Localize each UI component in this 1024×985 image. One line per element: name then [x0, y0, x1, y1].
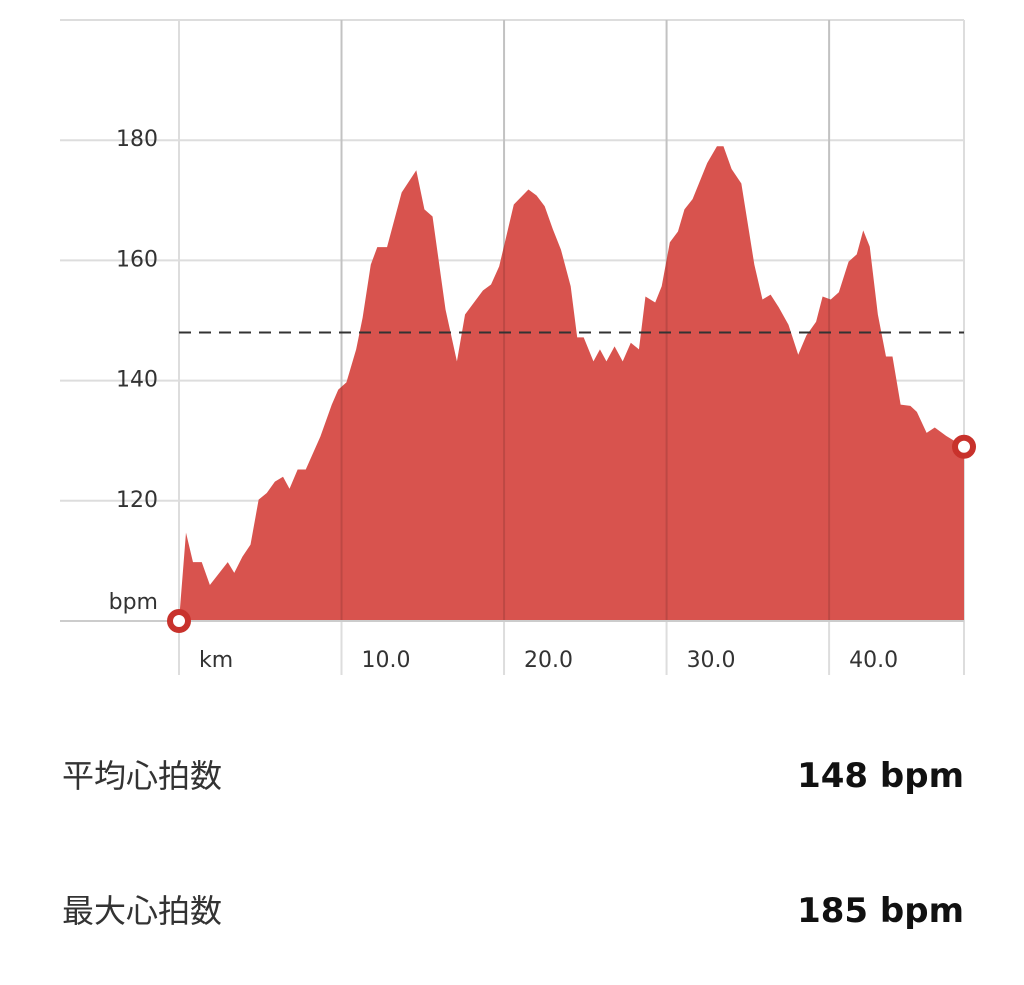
x-tick-label: 20.0: [524, 648, 573, 673]
x-tick-label: km: [199, 648, 233, 673]
x-tick-label: 30.0: [687, 648, 736, 673]
y-tick-label: 120: [116, 488, 158, 513]
stat-label: 最大心拍数: [62, 892, 222, 930]
end-marker: [952, 434, 976, 459]
x-tick-label: 40.0: [849, 648, 898, 673]
x-tick-label: 10.0: [362, 648, 411, 673]
end-marker: [167, 609, 191, 633]
stat-value: 148 bpm: [797, 756, 964, 796]
y-tick-label: 140: [116, 368, 158, 393]
y-tick-label: 180: [116, 127, 158, 152]
stat-label: 平均心拍数: [62, 757, 222, 795]
y-tick-label: bpm: [109, 590, 158, 615]
stat-value: 185 bpm: [797, 891, 964, 931]
y-tick-label: 160: [116, 247, 158, 272]
heart-rate-area: [179, 146, 964, 621]
